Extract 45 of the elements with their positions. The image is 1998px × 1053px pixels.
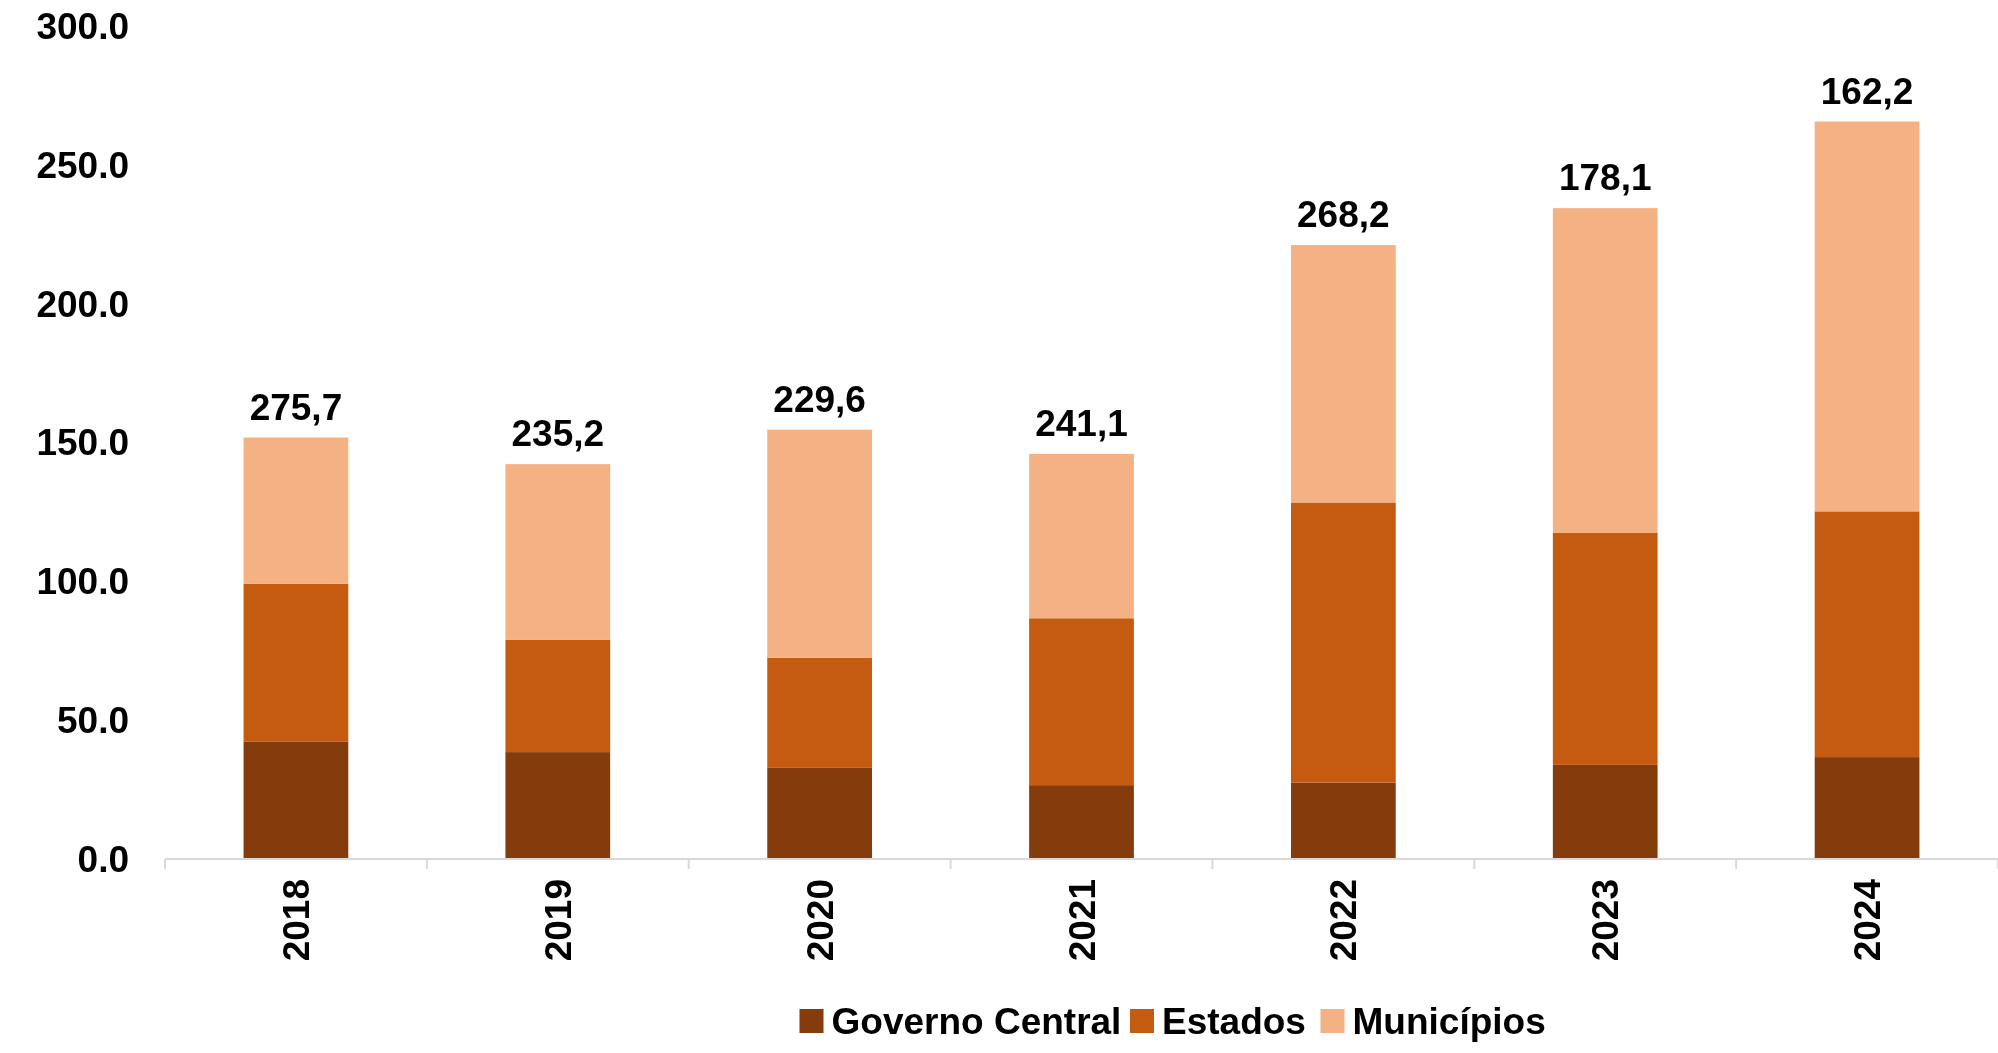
bar: [243, 437, 349, 584]
annotation: 241,1: [1035, 402, 1128, 444]
y-tick-label: 0.0: [77, 838, 129, 880]
bar: [767, 767, 873, 859]
bar: [1814, 757, 1920, 859]
annotation: 162,2: [1820, 70, 1914, 112]
x-tick-label: 2023: [1585, 879, 1627, 962]
bar: [243, 583, 349, 742]
annotation: 229,6: [773, 378, 866, 420]
bar: [1029, 453, 1134, 619]
bar: [505, 464, 611, 640]
y-tick-label: 50.0: [56, 700, 129, 742]
bar: [505, 639, 611, 753]
y-tick-label: 250.0: [36, 144, 129, 186]
bar: [1029, 785, 1134, 859]
bar: [1814, 121, 1920, 512]
legend-label: Governo Central: [831, 1000, 1122, 1042]
legend-label: Municípios: [1352, 1000, 1546, 1042]
x-tick-label: 2019: [537, 879, 579, 962]
bar: [1552, 533, 1658, 765]
y-tick-label: 300.0: [36, 5, 129, 47]
bar: [1552, 208, 1658, 534]
bar: [1290, 502, 1396, 783]
annotation: 235,2: [511, 413, 605, 455]
y-tick-label: 150.0: [36, 422, 129, 464]
bar: [505, 752, 611, 859]
bar: [1029, 618, 1134, 786]
bar: [1290, 782, 1396, 859]
y-tick-label: 200.0: [36, 283, 129, 325]
bar: [1814, 511, 1920, 758]
annotation: 275,7: [249, 386, 343, 428]
x-tick-label: 2024: [1847, 878, 1889, 962]
annotation: 178,1: [1558, 157, 1652, 199]
bar: [1552, 764, 1658, 859]
x-tick-label: 2022: [1323, 879, 1365, 962]
bar: [243, 741, 349, 859]
bar: [767, 657, 873, 768]
bar: [767, 429, 873, 658]
x-tick-label: 2021: [1061, 879, 1103, 962]
bar: [1290, 245, 1396, 503]
y-tick-label: 100.0: [36, 561, 129, 603]
annotation: 268,2: [1297, 194, 1390, 236]
legend-label: Estados: [1162, 1000, 1306, 1042]
x-tick-label: 2018: [275, 879, 317, 962]
x-tick-label: 2020: [799, 879, 841, 962]
